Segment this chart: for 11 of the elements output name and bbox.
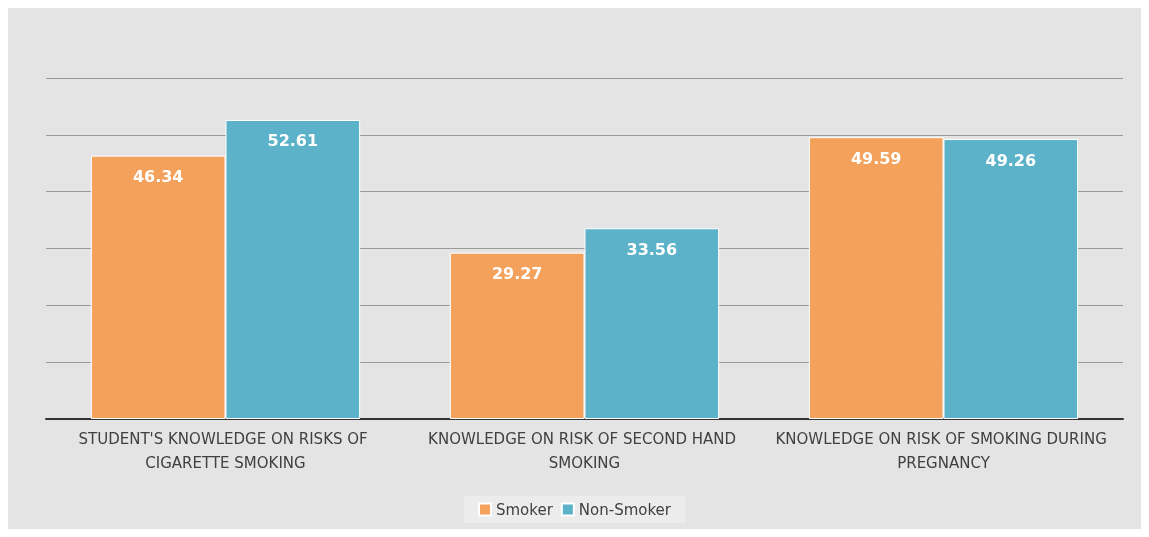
data-label: 46.34 [132,167,184,187]
data-label: 52.61 [267,131,319,151]
x-tick-label: KNOWLEDGE ON RISK OF SMOKING DURING PREGNANCY [775,430,1112,472]
x-tick-label: STUDENT'S KNOWLEDGE ON RISKS OF CIGARETTE SMOKING [78,430,373,472]
x-tick-label: KNOWLEDGE ON RISK OF SECOND HAND SMOKING [428,430,741,472]
data-label: 29.27 [491,264,543,284]
legend-label: Non-Smoker [578,500,672,519]
data-label: 49.26 [985,150,1037,170]
data-label: 49.59 [850,148,902,168]
data-label: 33.56 [626,239,678,259]
legend-label: Smoker [495,500,554,519]
